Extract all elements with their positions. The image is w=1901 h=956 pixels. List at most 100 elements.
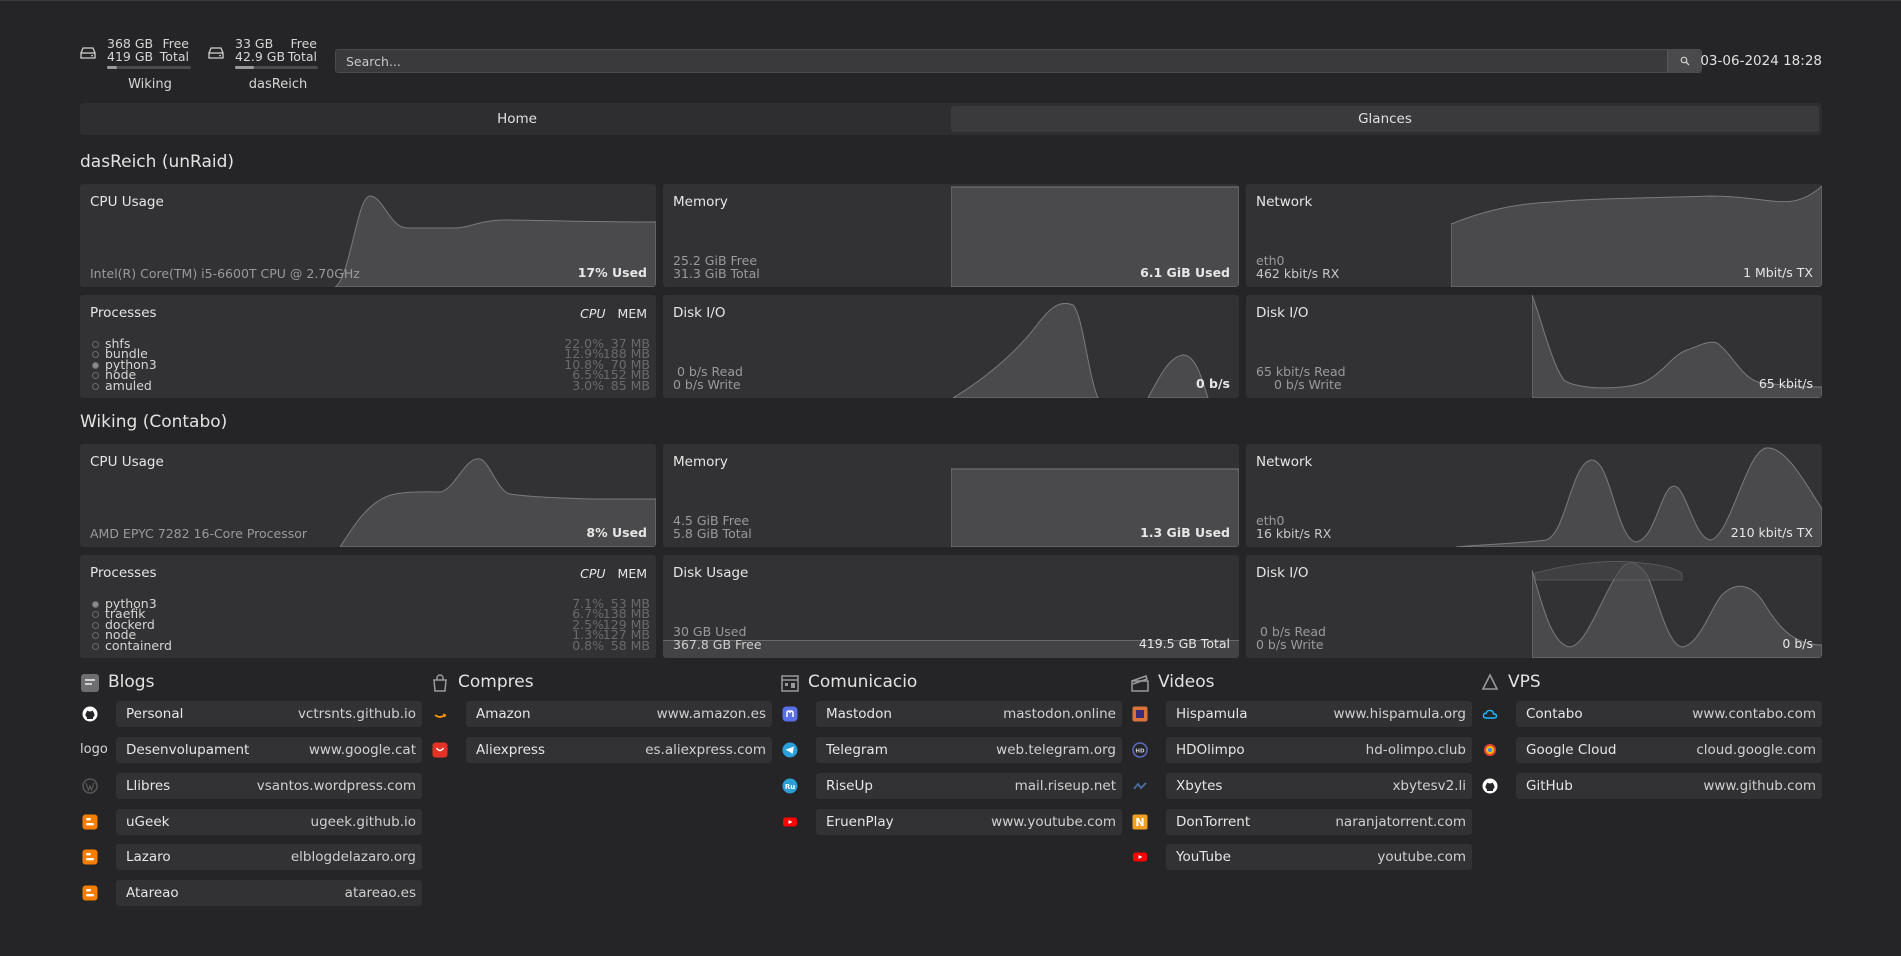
bookmark-link[interactable]: Llibres vsantos.wordpress.com (116, 773, 422, 799)
bookmark-item[interactable]: Xbytes xbytesv2.li (1130, 773, 1472, 799)
process-mem: 188 MB (602, 346, 650, 362)
process-name: shfs (105, 336, 131, 351)
bookmark-item[interactable]: HD HDOlimpo hd-olimpo.club (1130, 737, 1472, 763)
widget-title: Memory (673, 454, 728, 470)
process-cpu: 0.8% (572, 637, 604, 653)
riseup-icon: Ru (782, 778, 798, 794)
bookmark-item[interactable]: uGeek ugeek.github.io (80, 809, 422, 835)
bookmark-link[interactable]: Lazaro elblogdelazaro.org (116, 844, 422, 870)
blogger-icon (82, 849, 98, 865)
svg-text:HD: HD (1135, 749, 1145, 755)
status-dot (92, 611, 99, 619)
search-button[interactable] (1667, 50, 1701, 72)
bookmark-name: Lazaro (126, 849, 171, 865)
bookmark-link[interactable]: RiseUp mail.riseup.net (816, 773, 1122, 799)
cpu-usage-widget: CPU Usage AMD EPYC 7282 16-Core Processo… (80, 444, 656, 547)
bookmark-item[interactable]: Telegram web.telegram.org (780, 737, 1122, 763)
bookmark-item[interactable]: EruenPlay www.youtube.com (780, 809, 1122, 835)
mastodon-icon (782, 706, 798, 722)
cpu-used-value: 17% Used (577, 265, 647, 280)
bookmark-link[interactable]: Telegram web.telegram.org (816, 737, 1122, 763)
process-cpu: 3.0% (572, 377, 604, 393)
process-name: amuled (105, 377, 152, 393)
bookmark-link[interactable]: Xbytes xbytesv2.li (1166, 773, 1472, 799)
bookmark-name: Personal (126, 706, 184, 722)
bookmark-url: www.amazon.es (656, 706, 766, 722)
bookmark-link[interactable]: HDOlimpo hd-olimpo.club (1166, 737, 1472, 763)
bookmark-item[interactable]: Mastodon mastodon.online (780, 701, 1122, 727)
bookmark-item[interactable]: Atareao atareao.es (80, 880, 422, 906)
bookmark-url: naranjatorrent.com (1335, 814, 1466, 830)
bookmark-item[interactable]: Google Cloud cloud.google.com (1480, 737, 1822, 763)
disk-read: 0 b/s Read (1256, 624, 1326, 639)
bookmark-url: hd-olimpo.club (1365, 742, 1466, 758)
process-cpu: 7.1% (572, 596, 604, 611)
cpu-column-header[interactable]: CPU (580, 566, 606, 581)
hard-drive-icon (208, 47, 224, 59)
widget-title: Disk I/O (673, 305, 726, 321)
disk-io-value: 0 b/s (1195, 376, 1230, 391)
bookmark-group-header: Compres (430, 671, 772, 695)
mem-column-header[interactable]: MEM (617, 306, 647, 321)
bookmark-link[interactable]: Personal vctrsnts.github.io (116, 701, 422, 727)
network-interface: eth0 (1256, 253, 1285, 268)
status-dot (92, 382, 99, 390)
memory-total: 5.8 GiB Total (673, 526, 752, 541)
process-cpu: 6.5% (572, 367, 604, 383)
widget-title: Disk I/O (1256, 305, 1309, 321)
bookmark-link[interactable]: Contabo www.contabo.com (1516, 701, 1822, 727)
bookmark-link[interactable]: uGeek ugeek.github.io (116, 809, 422, 835)
disk-io-widget: Disk I/O 0 b/s Read 0 b/s Write 0 b/s (663, 295, 1239, 398)
bookmark-url: es.aliexpress.com (645, 742, 766, 758)
disk-write: 0 b/s Write (673, 377, 741, 392)
search-input[interactable] (336, 50, 1663, 72)
process-row: traefik 6.7% 138 MB (90, 607, 650, 620)
bookmark-link[interactable]: Desenvolupament www.google.cat (116, 737, 422, 763)
bookmark-item[interactable]: Hispamula www.hispamula.org (1130, 701, 1472, 727)
process-row: containerd 0.8% 58 MB (90, 637, 650, 653)
disk-write: 0 b/s Write (1274, 377, 1342, 392)
cpu-column-header[interactable]: CPU (580, 306, 606, 321)
bookmark-item[interactable]: YouTube youtube.com (1130, 844, 1472, 870)
bookmark-link[interactable]: Atareao atareao.es (116, 880, 422, 906)
bookmark-link[interactable]: Google Cloud cloud.google.com (1516, 737, 1822, 763)
network-chart (1456, 447, 1822, 547)
bookmark-link[interactable]: Mastodon mastodon.online (816, 701, 1122, 727)
bookmark-item[interactable]: GitHub www.github.com (1480, 773, 1822, 799)
bookmark-item[interactable]: Contabo www.contabo.com (1480, 701, 1822, 727)
disk-name: Wiking (128, 77, 172, 92)
bookmark-item[interactable]: N DonTorrent naranjatorrent.com (1130, 809, 1472, 835)
bookmark-link[interactable]: Hispamula www.hispamula.org (1166, 701, 1472, 727)
disk-free: 367.8 GB Free (673, 637, 762, 652)
process-list: python3 7.1% 53 MB traefik 6.7% 138 MB docke… (90, 596, 650, 653)
memory-free: 25.2 GiB Free (673, 253, 758, 268)
memory-chart (951, 468, 1239, 547)
bookmark-name: EruenPlay (826, 814, 894, 830)
disk-io-chart (953, 303, 1209, 398)
cpu-model: AMD EPYC 7282 16-Core Processor (90, 526, 308, 541)
bookmark-link[interactable]: Aliexpress es.aliexpress.com (466, 737, 772, 763)
mem-column-header[interactable]: MEM (617, 566, 647, 581)
status-dot (92, 642, 99, 650)
bookmark-item[interactable]: Amazon www.amazon.es (430, 701, 772, 727)
bookmark-item[interactable]: Ru RiseUp mail.riseup.net (780, 773, 1122, 799)
bookmark-item[interactable]: Lazaro elblogdelazaro.org (80, 844, 422, 870)
bookmark-item[interactable]: Personal vctrsnts.github.io (80, 701, 422, 727)
widget-title: Network (1256, 194, 1313, 210)
blog-icon (80, 673, 100, 693)
bookmark-link[interactable]: GitHub www.github.com (1516, 773, 1822, 799)
bookmark-group-vps: VPS Contabo www.contabo.com Google Cloud clo… (1480, 671, 1822, 799)
bookmark-item[interactable]: Llibres vsantos.wordpress.com (80, 773, 422, 799)
bookmark-link[interactable]: DonTorrent naranjatorrent.com (1166, 809, 1472, 835)
disk-total: 419 GB (107, 49, 154, 64)
tab-home[interactable]: Home (497, 111, 537, 127)
bookmark-item[interactable]: logo Desenvolupament www.google.cat (80, 737, 422, 763)
bookmark-group-blogs: Blogs Personal vctrsnts.github.io logo Desen… (80, 671, 422, 906)
bookmark-link[interactable]: EruenPlay www.youtube.com (816, 809, 1122, 835)
widget-title: Network (1256, 454, 1313, 470)
bookmark-item[interactable]: Aliexpress es.aliexpress.com (430, 737, 772, 763)
tab-glances[interactable]: Glances (951, 106, 1819, 132)
disk-usage-bar (235, 66, 318, 69)
bookmark-link[interactable]: Amazon www.amazon.es (466, 701, 772, 727)
bookmark-link[interactable]: YouTube youtube.com (1166, 844, 1472, 870)
